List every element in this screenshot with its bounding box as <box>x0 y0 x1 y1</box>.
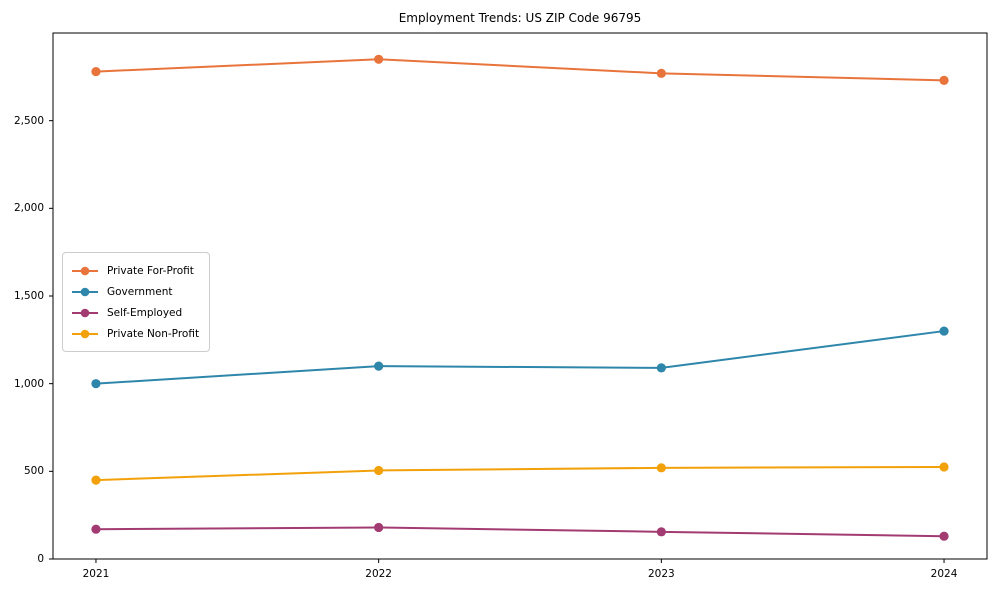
data-point <box>374 361 384 371</box>
chart-title: Employment Trends: US ZIP Code 96795 <box>398 11 642 25</box>
series-line-private-non-profit <box>94 465 946 482</box>
data-point <box>374 465 384 476</box>
y-tick-label: 500 <box>23 465 44 478</box>
legend: Private For-Profit Government Self-Employe… <box>62 252 211 352</box>
data-point <box>374 54 384 64</box>
x-tick-label: 2021 <box>82 568 110 580</box>
legend-item: Private For-Profit <box>71 260 199 281</box>
data-point <box>656 527 666 537</box>
legend-label: Private For-Profit <box>107 264 194 277</box>
data-point <box>91 524 101 534</box>
y-tick-label: 2,500 <box>13 114 44 127</box>
data-point <box>91 66 101 77</box>
y-tick-label: 2,000 <box>13 202 44 215</box>
legend-marker-icon <box>72 308 98 317</box>
series-line-private-for-profit <box>94 58 946 82</box>
legend-label: Self-Employed <box>107 306 183 319</box>
x-tick-label: 2024 <box>930 568 958 580</box>
series-line-government <box>94 330 946 385</box>
legend-marker-icon <box>72 266 98 275</box>
data-point <box>656 463 666 473</box>
legend-label: Private Non-Profit <box>107 327 200 340</box>
y-tick-label: 0 <box>37 553 44 565</box>
y-tick-label: 1,500 <box>13 290 44 302</box>
data-point <box>656 68 666 78</box>
data-point <box>656 363 666 373</box>
data-point <box>939 531 949 541</box>
data-point <box>939 326 949 336</box>
data-point <box>374 522 384 533</box>
y-tick-label: 1,000 <box>13 377 44 390</box>
data-point <box>939 75 949 85</box>
legend-label: Government <box>107 285 173 298</box>
legend-item: Private Non-Profit <box>71 323 199 344</box>
x-tick-label: 2022 <box>365 568 392 580</box>
legend-marker-icon <box>72 329 98 338</box>
legend-item: Self-Employed <box>71 302 199 323</box>
data-point <box>91 475 101 485</box>
legend-item: Government <box>71 281 199 302</box>
series-line-self-employed <box>94 526 946 538</box>
data-point <box>91 379 101 389</box>
x-tick-label: 2023 <box>647 568 675 580</box>
data-point <box>939 462 949 472</box>
legend-marker-icon <box>72 287 98 296</box>
